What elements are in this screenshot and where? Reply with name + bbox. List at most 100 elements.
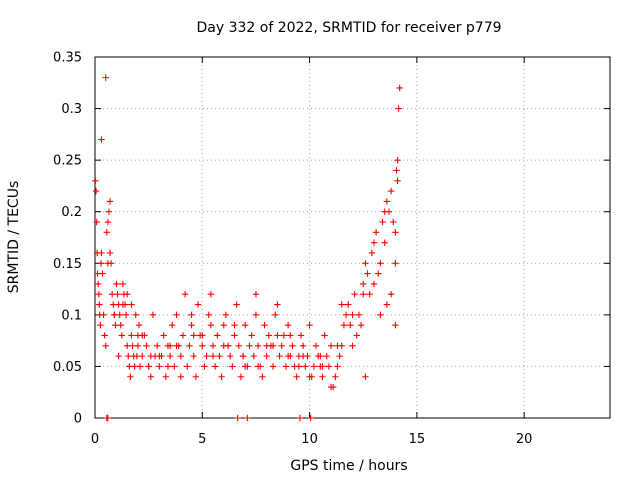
data-point <box>139 352 146 360</box>
data-point <box>381 208 388 215</box>
data-point <box>321 332 328 339</box>
data-point <box>366 291 373 298</box>
data-point <box>98 136 105 143</box>
data-point <box>390 218 397 226</box>
data-point <box>351 291 358 298</box>
data-point <box>370 280 378 288</box>
data-point <box>164 363 172 370</box>
data-point <box>166 342 174 349</box>
data-point <box>231 332 238 339</box>
data-point <box>396 84 403 92</box>
data-point <box>220 342 227 349</box>
data-point <box>261 321 268 329</box>
data-point <box>118 332 126 339</box>
data-point <box>199 342 206 349</box>
data-point <box>101 332 108 339</box>
data-point <box>154 342 161 349</box>
data-point <box>347 321 354 329</box>
data-point <box>92 187 100 195</box>
data-point <box>295 363 303 370</box>
data-point <box>111 311 118 319</box>
data-point <box>259 373 266 380</box>
data-point <box>218 373 225 380</box>
data-point <box>147 373 154 380</box>
data-point <box>177 373 185 380</box>
data-point <box>95 291 103 298</box>
data-point <box>207 291 215 298</box>
data-point <box>104 260 112 267</box>
data-point <box>117 321 124 329</box>
y-tick-label: 0.15 <box>53 257 82 272</box>
data-point <box>250 352 257 360</box>
data-point <box>95 280 102 288</box>
data-point <box>131 363 138 370</box>
data-point <box>123 291 131 298</box>
data-point <box>360 291 367 298</box>
data-point <box>106 198 114 205</box>
data-point <box>357 321 365 329</box>
data-point <box>220 321 227 329</box>
y-tick-label: 0.35 <box>53 51 82 66</box>
y-tick-label: 0.3 <box>61 102 82 117</box>
data-point <box>104 218 112 226</box>
data-point <box>392 260 399 267</box>
data-point <box>377 311 384 319</box>
data-point <box>381 239 388 246</box>
data-point <box>171 363 178 370</box>
grid-lines <box>95 57 610 418</box>
data-point <box>338 301 345 308</box>
data-point <box>392 229 399 236</box>
data-point <box>203 352 210 360</box>
x-axis-label: GPS time / hours <box>290 458 407 474</box>
x-tick-label: 10 <box>301 432 318 447</box>
data-point <box>282 363 290 370</box>
data-point <box>160 332 167 339</box>
data-point <box>393 167 400 174</box>
data-point <box>207 321 215 329</box>
data-point <box>234 414 241 422</box>
data-point <box>248 332 255 339</box>
data-point <box>370 239 378 246</box>
data-point <box>97 260 105 267</box>
data-point <box>293 373 300 380</box>
data-point <box>112 321 119 329</box>
data-point <box>387 187 395 195</box>
data-point <box>284 352 292 360</box>
data-point <box>306 373 313 380</box>
data-point <box>375 270 382 277</box>
data-point <box>244 414 251 422</box>
data-point <box>100 311 107 319</box>
data-point <box>319 363 326 370</box>
data-point <box>156 363 163 370</box>
data-point <box>317 352 324 360</box>
data-point <box>362 260 369 267</box>
data-point <box>392 321 399 329</box>
data-point <box>97 321 104 329</box>
data-point <box>134 332 142 339</box>
data-point <box>349 342 356 349</box>
data-point <box>133 352 141 360</box>
axis-ticks: 0 0.05 0.1 0.15 0.2 0.25 0.3 0.35 0 5 10 15 20 <box>53 51 610 447</box>
data-point <box>99 270 106 277</box>
data-point <box>110 301 117 308</box>
data-point <box>102 342 109 349</box>
data-point <box>121 301 129 308</box>
data-point <box>297 332 305 339</box>
data-point <box>209 352 217 360</box>
data-point <box>214 332 221 339</box>
data-point <box>129 342 136 349</box>
data-point <box>334 363 341 370</box>
data-point <box>98 249 105 257</box>
data-point <box>169 321 176 329</box>
data-point <box>194 301 202 308</box>
data-point <box>353 332 360 339</box>
data-point <box>342 311 350 319</box>
data-point <box>287 332 294 339</box>
data-point <box>92 177 99 184</box>
data-point <box>278 342 285 349</box>
data-point <box>364 270 371 277</box>
data-point <box>132 311 139 319</box>
data-point <box>327 342 335 349</box>
data-point <box>186 342 193 349</box>
data-point <box>143 342 150 349</box>
